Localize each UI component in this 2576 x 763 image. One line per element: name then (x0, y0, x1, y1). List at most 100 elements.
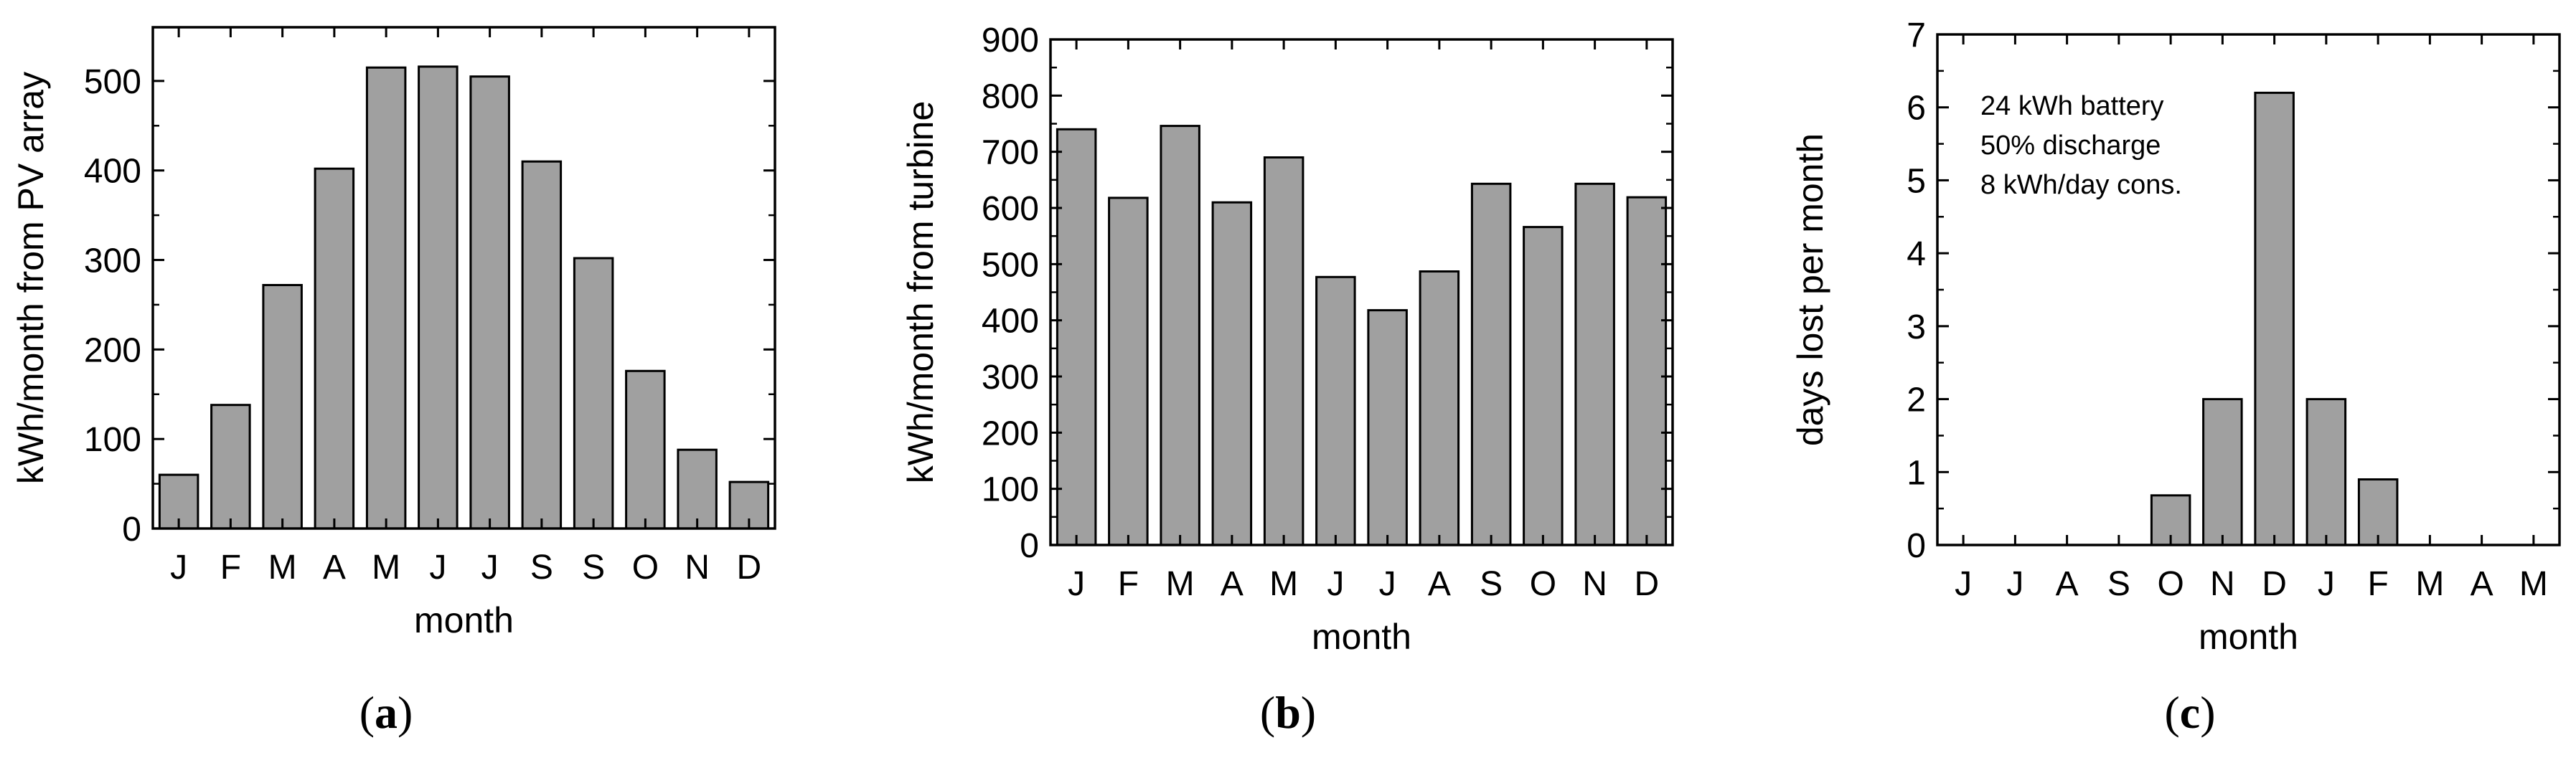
bar (2305, 398, 2347, 546)
x-tick-label: S (2107, 565, 2130, 603)
x-tick-label: M (268, 549, 297, 587)
x-tick-label: S (1480, 565, 1503, 603)
y-tick-label: 3 (1907, 308, 1926, 346)
bar (2254, 91, 2295, 546)
bar (1419, 270, 1460, 546)
annotation-line: 50% discharge (1980, 131, 2161, 161)
x-tick-label: J (1327, 565, 1344, 603)
bar (625, 369, 666, 530)
x-tick-label: J (1955, 565, 1972, 603)
bar (1160, 125, 1200, 546)
x-tick-label: A (1221, 565, 1244, 603)
y-tick-label: 700 (982, 134, 1039, 172)
x-tick-label: M (1269, 565, 1298, 603)
y-tick-label: 300 (982, 359, 1039, 397)
bar (573, 257, 614, 530)
y-tick-label: 5 (1907, 162, 1926, 200)
x-tick-label: J (481, 549, 499, 587)
y-axis-title: kWh/month from PV array (11, 72, 51, 484)
annotation-line: 24 kWh battery (1980, 91, 2164, 121)
bar (365, 66, 407, 530)
x-tick-label: M (1166, 565, 1195, 603)
y-tick-label: 200 (982, 414, 1039, 452)
bar (262, 284, 303, 530)
x-tick-label: O (1530, 565, 1556, 603)
y-tick-label: 500 (982, 246, 1039, 284)
x-tick-label: D (737, 549, 762, 587)
x-tick-label: J (1068, 565, 1085, 603)
bar (1211, 201, 1253, 546)
bar (469, 75, 510, 530)
y-tick-label: 0 (122, 511, 141, 549)
bar (418, 65, 459, 530)
x-tick-label: D (2262, 565, 2287, 603)
bar (1108, 196, 1149, 546)
bar (2202, 398, 2243, 546)
x-tick-label: M (2415, 565, 2444, 603)
bar (1315, 275, 1356, 546)
bar (521, 160, 563, 530)
bar (1263, 156, 1305, 546)
x-tick-label: A (323, 549, 346, 587)
y-tick-label: 300 (84, 242, 141, 280)
y-tick-label: 0 (1020, 527, 1039, 565)
y-tick-label: 2 (1907, 382, 1926, 420)
y-tick-label: 200 (84, 331, 141, 369)
y-tick-label: 600 (982, 190, 1039, 228)
x-tick-label: S (582, 549, 605, 587)
y-tick-label: 400 (84, 153, 141, 191)
bar (1056, 128, 1097, 546)
x-tick-label: M (372, 549, 400, 587)
y-tick-label: 400 (982, 303, 1039, 341)
x-tick-label: O (632, 549, 659, 587)
y-tick-label: 1 (1907, 454, 1926, 492)
x-tick-label: F (220, 549, 241, 587)
x-tick-label: S (530, 549, 553, 587)
bar (1574, 182, 1615, 546)
y-tick-label: 7 (1907, 16, 1926, 54)
panel-caption: (a) (359, 687, 413, 738)
y-axis-title: kWh/month from turbine (901, 101, 941, 484)
y-tick-label: 500 (84, 63, 141, 101)
x-tick-label: N (2210, 565, 2235, 603)
y-tick-label: 100 (982, 471, 1039, 509)
x-tick-label: O (2157, 565, 2184, 603)
bar (1523, 226, 1564, 546)
bar (1626, 196, 1668, 546)
x-axis-title: month (414, 600, 514, 640)
x-tick-label: J (429, 549, 446, 587)
x-tick-label: A (2056, 565, 2079, 603)
bar (210, 404, 251, 530)
x-tick-label: J (2318, 565, 2335, 603)
x-tick-label: J (170, 549, 187, 587)
y-tick-label: 6 (1907, 90, 1926, 128)
panel-caption: (b) (1260, 687, 1316, 738)
annotation-line: 8 kWh/day cons. (1980, 170, 2182, 200)
x-tick-label: A (1428, 565, 1451, 603)
y-tick-label: 100 (84, 421, 141, 459)
x-tick-label: N (1582, 565, 1607, 603)
y-tick-label: 4 (1907, 235, 1926, 273)
y-axis-title: days lost per month (1790, 133, 1830, 446)
plot-frame (151, 26, 776, 530)
bar (1367, 309, 1408, 546)
x-tick-label: N (685, 549, 710, 587)
x-axis-title: month (2199, 617, 2298, 657)
bar (2357, 478, 2399, 546)
bar (677, 448, 718, 530)
y-tick-label: 0 (1907, 527, 1926, 565)
x-tick-label: A (2471, 565, 2493, 603)
x-tick-label: D (1635, 565, 1660, 603)
x-tick-label: M (2519, 565, 2548, 603)
x-axis-title: month (1312, 617, 1411, 657)
x-tick-label: J (1379, 565, 1396, 603)
bar (314, 167, 355, 530)
x-tick-label: F (1118, 565, 1139, 603)
bar (1470, 182, 1512, 546)
x-tick-label: J (2006, 565, 2023, 603)
panel-caption: (c) (2164, 687, 2215, 738)
y-tick-label: 800 (982, 77, 1039, 115)
